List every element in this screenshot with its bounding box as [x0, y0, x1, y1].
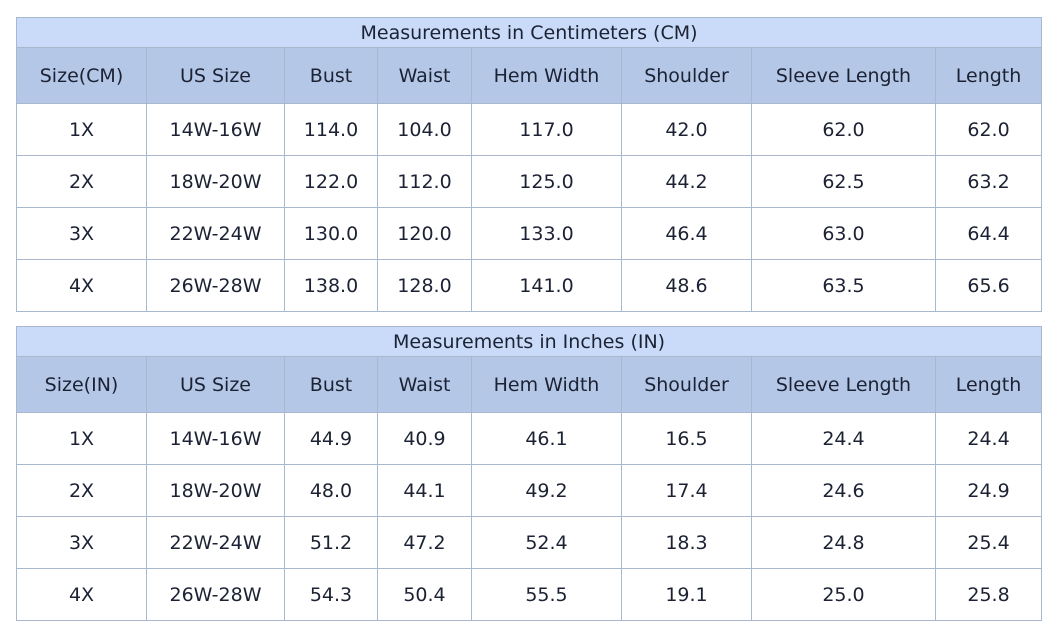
data-cell: 24.8 [751, 516, 936, 569]
data-cell: 3X [16, 207, 147, 260]
data-cell: 62.0 [751, 103, 936, 156]
table-title: Measurements in Inches (IN) [15, 326, 1043, 357]
data-row: 2X 18W-20W 122.0 112.0 125.0 44.2 62.5 63.2 [16, 155, 1043, 208]
data-cell: 52.4 [471, 516, 622, 569]
data-cell: 48.0 [284, 464, 378, 517]
header-cell: Length [934, 47, 1043, 104]
data-cell: 26W-28W [146, 259, 285, 312]
data-cell: 22W-24W [146, 516, 285, 569]
data-cell: 114.0 [284, 103, 378, 156]
data-cell: 46.1 [471, 412, 622, 465]
data-cell: 50.4 [377, 568, 472, 621]
data-row: 2X 18W-20W 48.0 44.1 49.2 17.4 24.6 24.9 [16, 464, 1043, 517]
size-table: Measurements in Inches (IN) Size(IN) US Si… [15, 326, 1043, 621]
data-cell: 42.0 [621, 103, 752, 156]
size-table: Measurements in Centimeters (CM) Size(CM)… [15, 17, 1043, 312]
data-cell: 62.0 [934, 103, 1043, 156]
data-cell: 120.0 [377, 207, 472, 260]
header-cell: US Size [146, 356, 285, 413]
data-cell: 47.2 [377, 516, 472, 569]
header-cell: Size(IN) [16, 356, 147, 413]
header-cell: Sleeve Length [751, 356, 936, 413]
header-cell: US Size [146, 47, 285, 104]
data-cell: 44.9 [284, 412, 378, 465]
data-cell: 1X [16, 412, 147, 465]
data-cell: 1X [16, 103, 147, 156]
header-cell: Shoulder [621, 47, 752, 104]
data-cell: 117.0 [471, 103, 622, 156]
data-cell: 4X [16, 259, 147, 312]
data-cell: 133.0 [471, 207, 622, 260]
data-cell: 104.0 [377, 103, 472, 156]
data-cell: 112.0 [377, 155, 472, 208]
data-cell: 14W-16W [146, 412, 285, 465]
data-cell: 2X [16, 464, 147, 517]
data-cell: 48.6 [621, 259, 752, 312]
data-cell: 26W-28W [146, 568, 285, 621]
data-cell: 2X [16, 155, 147, 208]
data-cell: 64.4 [934, 207, 1043, 260]
data-row: 4X 26W-28W 54.3 50.4 55.5 19.1 25.0 25.8 [16, 568, 1043, 621]
header-cell: Size(CM) [16, 47, 147, 104]
data-cell: 138.0 [284, 259, 378, 312]
table-title: Measurements in Centimeters (CM) [15, 17, 1043, 48]
data-row: 3X 22W-24W 130.0 120.0 133.0 46.4 63.0 64.4 [16, 207, 1043, 260]
data-cell: 14W-16W [146, 103, 285, 156]
data-cell: 125.0 [471, 155, 622, 208]
header-cell: Sleeve Length [751, 47, 936, 104]
data-cell: 18W-20W [146, 155, 285, 208]
data-cell: 65.6 [934, 259, 1043, 312]
data-cell: 17.4 [621, 464, 752, 517]
header-cell: Bust [284, 47, 378, 104]
header-row: Size(CM) US Size Bust Waist Hem Width Shoulde… [16, 47, 1043, 104]
header-cell: Waist [377, 47, 472, 104]
data-cell: 24.4 [751, 412, 936, 465]
data-cell: 54.3 [284, 568, 378, 621]
data-cell: 16.5 [621, 412, 752, 465]
data-row: 1X 14W-16W 44.9 40.9 46.1 16.5 24.4 24.4 [16, 412, 1043, 465]
title-row: Measurements in Centimeters (CM) [15, 17, 1043, 48]
title-row: Measurements in Inches (IN) [15, 326, 1043, 357]
data-row: 1X 14W-16W 114.0 104.0 117.0 42.0 62.0 62.0 [16, 103, 1043, 156]
data-cell: 63.2 [934, 155, 1043, 208]
header-cell: Hem Width [471, 47, 622, 104]
data-row: 3X 22W-24W 51.2 47.2 52.4 18.3 24.8 25.4 [16, 516, 1043, 569]
data-cell: 122.0 [284, 155, 378, 208]
data-cell: 25.8 [934, 568, 1043, 621]
data-row: 4X 26W-28W 138.0 128.0 141.0 48.6 63.5 65.6 [16, 259, 1043, 312]
data-cell: 19.1 [621, 568, 752, 621]
data-cell: 63.5 [751, 259, 936, 312]
data-cell: 51.2 [284, 516, 378, 569]
data-cell: 25.0 [751, 568, 936, 621]
data-cell: 24.9 [934, 464, 1043, 517]
header-row: Size(IN) US Size Bust Waist Hem Width Shoulde… [16, 356, 1043, 413]
data-cell: 40.9 [377, 412, 472, 465]
data-cell: 46.4 [621, 207, 752, 260]
data-cell: 22W-24W [146, 207, 285, 260]
data-cell: 3X [16, 516, 147, 569]
data-cell: 44.1 [377, 464, 472, 517]
data-cell: 55.5 [471, 568, 622, 621]
data-cell: 24.6 [751, 464, 936, 517]
data-cell: 18W-20W [146, 464, 285, 517]
header-cell: Bust [284, 356, 378, 413]
data-cell: 25.4 [934, 516, 1043, 569]
data-cell: 128.0 [377, 259, 472, 312]
data-cell: 63.0 [751, 207, 936, 260]
data-cell: 44.2 [621, 155, 752, 208]
data-cell: 4X [16, 568, 147, 621]
data-cell: 49.2 [471, 464, 622, 517]
data-cell: 62.5 [751, 155, 936, 208]
header-cell: Length [934, 356, 1043, 413]
header-cell: Shoulder [621, 356, 752, 413]
header-cell: Hem Width [471, 356, 622, 413]
data-cell: 18.3 [621, 516, 752, 569]
data-cell: 130.0 [284, 207, 378, 260]
data-cell: 141.0 [471, 259, 622, 312]
data-cell: 24.4 [934, 412, 1043, 465]
header-cell: Waist [377, 356, 472, 413]
